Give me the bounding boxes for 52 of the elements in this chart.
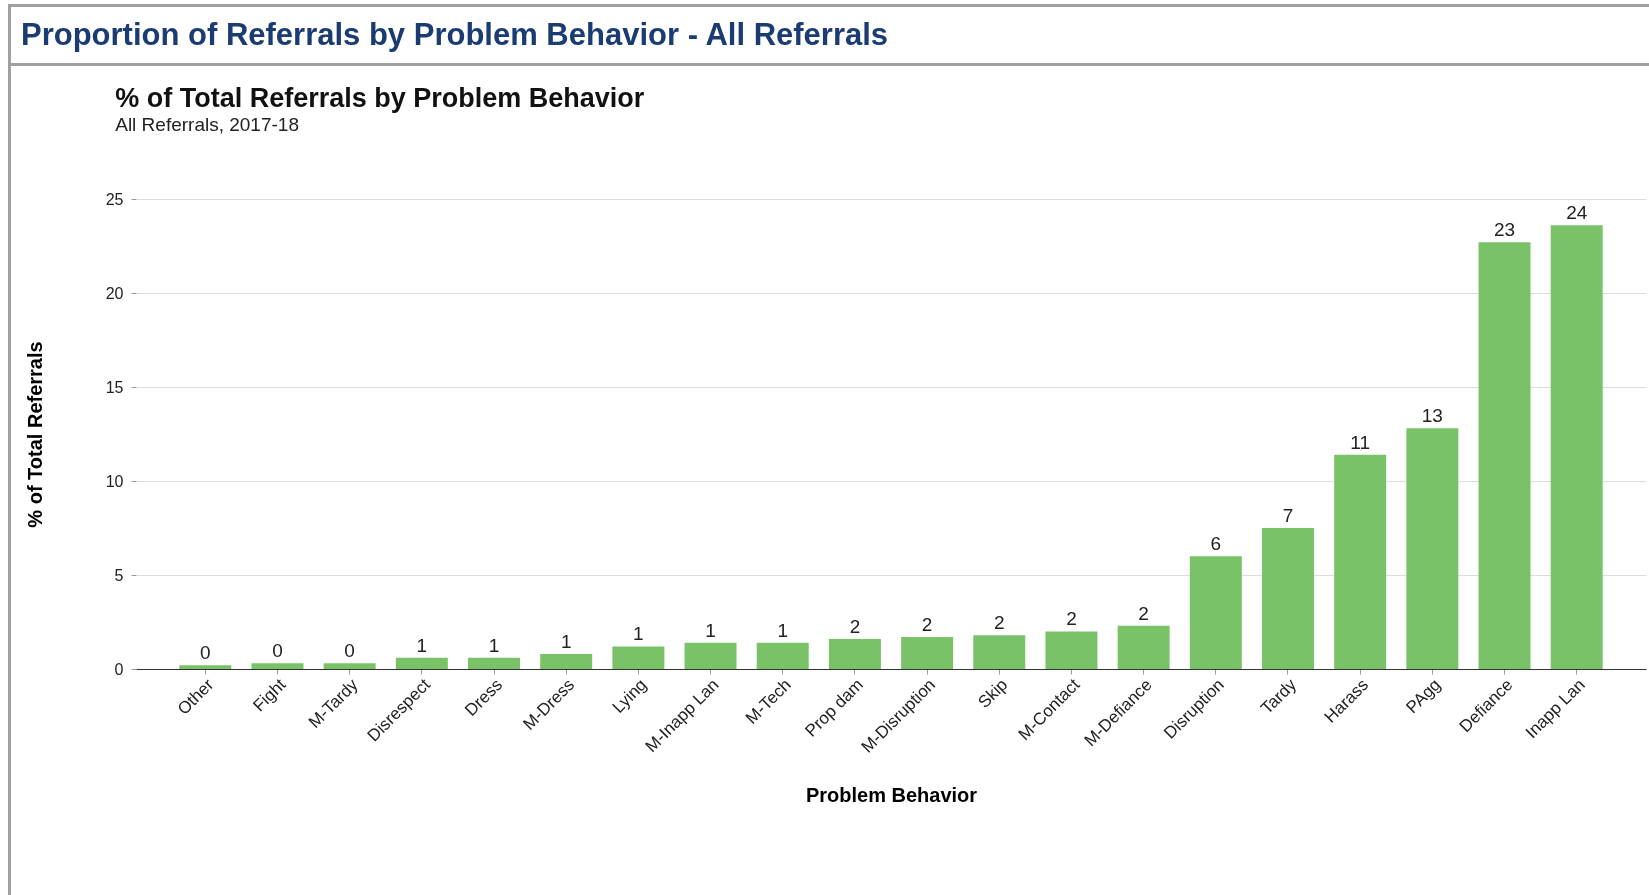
bar [251, 663, 304, 669]
data-label: 2 [849, 615, 861, 637]
bar [1189, 556, 1242, 669]
chart-subtitle: All Referrals, 2017-18 [115, 114, 299, 135]
x-tick-label: Skip [974, 675, 1012, 712]
bar [1478, 242, 1531, 669]
data-label: 1 [633, 623, 644, 645]
y-tick-label: 15 [105, 378, 124, 396]
bar [973, 635, 1026, 669]
bar [901, 637, 954, 669]
text: Proportion of Referrals by Problem Behavior - All Referrals [11, 7, 1649, 66]
data-label: 1 [777, 619, 789, 641]
y-axis-title: % of Total Referrals [23, 341, 46, 528]
data-label: 1 [488, 634, 500, 656]
data-label: 1 [705, 619, 716, 641]
data-label: 23 [1493, 219, 1516, 241]
data-label: 13 [1421, 405, 1443, 427]
bar [684, 642, 737, 669]
data-label: 7 [1282, 505, 1294, 526]
bar [395, 657, 448, 669]
bar [468, 657, 520, 669]
data-label: 0 [344, 640, 355, 662]
bar [540, 653, 593, 669]
data-label: 2 [993, 612, 1005, 634]
bar [828, 638, 881, 669]
bar [1117, 625, 1170, 669]
y-tick-label: 10 [105, 472, 124, 490]
data-label: 1 [560, 630, 572, 652]
bar [756, 642, 809, 669]
data-label: 1 [416, 634, 428, 656]
data-label: 2 [1066, 608, 1077, 630]
bar [323, 663, 376, 669]
data-label: 0 [272, 640, 283, 662]
bar [1334, 454, 1387, 669]
data-label: 24 [1566, 202, 1588, 224]
y-tick-label: 25 [105, 190, 124, 208]
chart-title: % of Total Referrals by Problem Behavior [115, 83, 645, 113]
y-tick-label: 0 [114, 660, 124, 678]
bar [1406, 428, 1459, 669]
bar [1045, 631, 1098, 669]
bar [1262, 528, 1314, 669]
y-tick-label: 5 [114, 566, 124, 584]
data-label: 0 [200, 642, 211, 664]
bar [612, 646, 665, 669]
data-label: 2 [1138, 602, 1149, 624]
x-axis-title: Problem Behavior [805, 783, 978, 806]
data-label: 2 [921, 614, 933, 636]
bar [1550, 225, 1603, 669]
bar [179, 665, 232, 669]
data-label: 11 [1350, 431, 1371, 453]
data-label: 6 [1210, 533, 1222, 555]
y-tick-label: 20 [105, 284, 124, 302]
